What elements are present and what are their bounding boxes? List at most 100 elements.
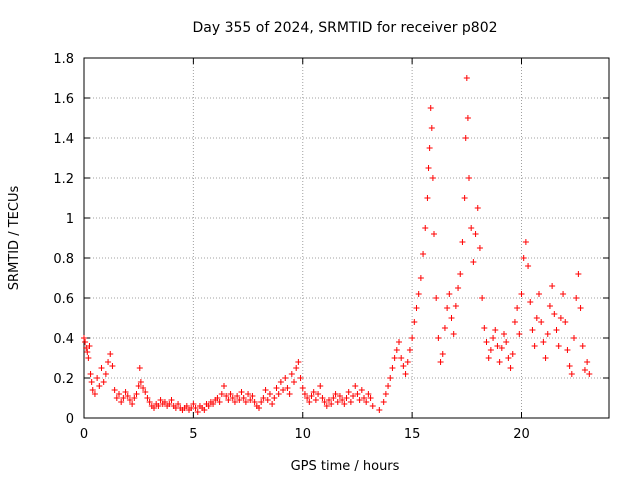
data-point (422, 225, 429, 231)
data-point (527, 299, 534, 305)
data-point (391, 355, 398, 361)
data-point (192, 405, 199, 411)
data-point (295, 359, 302, 365)
data-point (509, 351, 516, 357)
data-point (400, 363, 407, 369)
data-point (231, 399, 238, 405)
data-point (336, 393, 343, 399)
data-point (273, 385, 280, 391)
y-tick-label: 0.2 (53, 372, 74, 387)
data-point (429, 175, 436, 181)
data-point (474, 205, 481, 211)
data-point (406, 347, 413, 353)
data-point (367, 395, 374, 401)
data-point (251, 399, 258, 405)
data-point (483, 339, 490, 345)
data-point (326, 397, 332, 403)
data-point (411, 319, 418, 325)
data-point (435, 335, 442, 341)
data-point (107, 351, 114, 357)
x-tick-label: 20 (513, 427, 530, 442)
data-point (424, 195, 431, 201)
data-point (516, 331, 523, 337)
data-point (310, 389, 317, 395)
data-point (96, 383, 103, 389)
data-point (365, 391, 372, 397)
data-point (282, 375, 289, 381)
data-point (498, 345, 505, 351)
grid (84, 58, 609, 418)
data-point (102, 371, 109, 377)
data-point (142, 389, 149, 395)
data-point (448, 315, 455, 321)
data-point (175, 401, 182, 407)
data-point (135, 383, 142, 389)
data-point (501, 331, 507, 337)
data-point (304, 395, 311, 401)
data-point (234, 393, 241, 399)
data-point (566, 363, 573, 369)
y-tick-label: 0 (66, 412, 74, 427)
data-point (481, 325, 488, 331)
data-point (214, 395, 221, 401)
plot-frame (83, 57, 610, 419)
data-point (457, 271, 464, 277)
data-point (437, 359, 444, 365)
data-point (201, 407, 208, 413)
y-axis-label: SRMTID / TECUs (7, 186, 22, 291)
data-point (260, 395, 267, 401)
data-point (533, 315, 540, 321)
data-point (490, 335, 497, 341)
data-point (531, 343, 538, 349)
data-point (155, 403, 162, 409)
data-point (470, 259, 477, 265)
data-point (452, 303, 459, 309)
data-point (256, 405, 262, 411)
data-point (262, 387, 269, 393)
data-point (476, 245, 483, 251)
data-point (420, 251, 427, 257)
data-point (86, 343, 93, 349)
data-point (464, 115, 471, 121)
data-point (542, 355, 549, 361)
data-point (444, 305, 451, 311)
data-point (380, 399, 387, 405)
data-point (109, 363, 116, 369)
data-point (131, 395, 138, 401)
data-point (520, 255, 527, 261)
data-point (549, 283, 556, 289)
data-point (496, 359, 503, 365)
data-point (144, 395, 151, 401)
data-point (308, 393, 315, 399)
data-point (376, 407, 383, 413)
data-point (487, 347, 494, 353)
data-point (151, 405, 157, 411)
data-point (575, 271, 582, 277)
data-point (361, 395, 367, 401)
data-point (387, 375, 394, 381)
data-point (87, 371, 94, 377)
data-point (284, 385, 291, 391)
data-point (129, 401, 136, 407)
data-point (461, 195, 468, 201)
data-point (529, 327, 536, 333)
data-point (462, 135, 469, 141)
data-point (455, 285, 462, 291)
data-point (426, 145, 433, 151)
data-point (286, 391, 293, 397)
axis-ticks (83, 57, 609, 419)
y-tick-label: 1 (66, 212, 74, 227)
data-point (459, 239, 466, 245)
data-point (229, 395, 236, 401)
data-point (503, 339, 510, 345)
data-point (321, 399, 328, 405)
data-point (398, 355, 405, 361)
data-series-p802 (81, 75, 593, 415)
data-point (161, 399, 168, 405)
data-point (236, 397, 243, 403)
data-point (584, 359, 591, 365)
data-point (133, 391, 140, 397)
data-point (293, 365, 300, 371)
data-point (538, 319, 545, 325)
data-point (415, 291, 422, 297)
